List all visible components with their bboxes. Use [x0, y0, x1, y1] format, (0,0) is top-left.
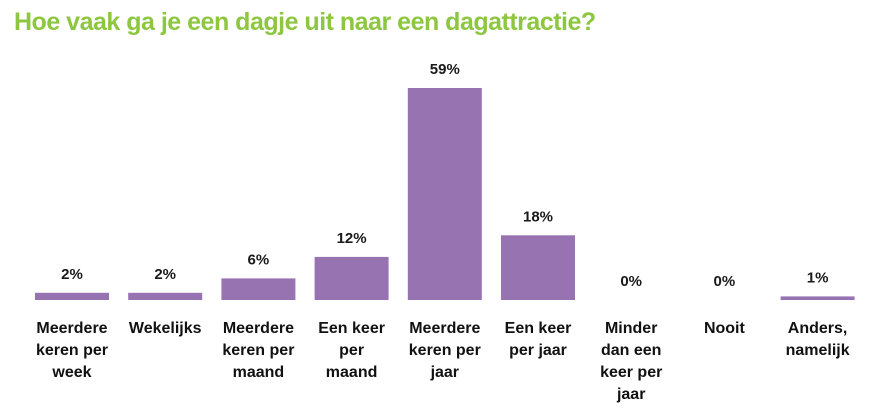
category-label-8: Nooit: [704, 320, 746, 337]
data-label-5: 59%: [430, 61, 460, 78]
data-label-2: 2%: [154, 266, 176, 283]
bar-1: [35, 292, 109, 300]
data-label-8: 0%: [714, 273, 736, 290]
category-label-5: Meerdere keren per jaar: [409, 320, 481, 381]
chart-title: Hoe vaak ga je een dagje uit naar een da…: [14, 8, 596, 36]
bar-2: [128, 292, 203, 300]
bar-6: [501, 235, 575, 300]
bar-3: [221, 278, 296, 300]
data-label-1: 2%: [61, 266, 83, 283]
category-label-1: Meerdere keren per week: [36, 320, 108, 381]
category-label-3: Meerdere keren per maand: [222, 320, 294, 381]
category-label-6: Een keer per jaar: [505, 320, 572, 359]
bar-5: [407, 88, 482, 300]
data-label-6: 18%: [523, 208, 553, 225]
data-label-3: 6%: [248, 251, 270, 268]
category-label-4: Een keer per maand: [318, 320, 385, 381]
data-label-4: 12%: [337, 230, 367, 247]
bar-9: [780, 296, 855, 300]
data-label-9: 1%: [807, 269, 829, 286]
category-label-2: Wekelijks: [129, 320, 202, 337]
category-label-7: Minder dan een keer per jaar: [600, 320, 662, 403]
data-label-7: 0%: [620, 273, 642, 290]
category-label-9: Anders, namelijk: [786, 320, 850, 359]
bar-4: [314, 256, 389, 300]
